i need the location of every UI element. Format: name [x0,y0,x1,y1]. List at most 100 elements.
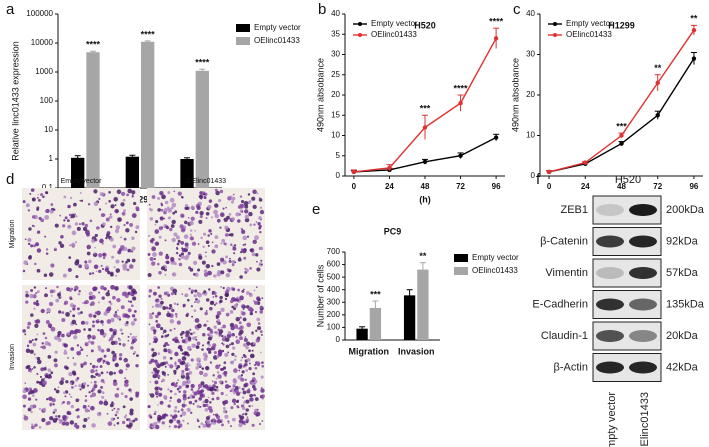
cell [93,384,98,389]
y-tick-label: 10 [44,125,53,134]
cell [243,201,249,206]
cell [203,195,207,200]
cell [168,350,171,354]
cell [176,398,182,404]
cell [184,204,189,208]
cell [68,393,71,396]
cell [36,208,40,211]
cell [215,377,218,380]
cell [208,343,211,347]
cell [170,206,174,210]
cell [252,385,256,389]
cell [248,349,251,353]
cell [71,319,77,325]
x-tick-label: 96 [492,182,501,191]
cell [93,380,97,384]
cell [169,329,172,332]
cell [87,203,91,206]
cell [251,196,256,201]
cell [170,292,174,296]
cell [111,350,115,355]
y-axis-label: Number of cells [315,264,325,327]
point [691,56,697,61]
cell [186,407,191,412]
cell [203,269,208,273]
cell [68,213,72,217]
cell [72,357,75,359]
cell [149,381,152,383]
cell [115,410,119,414]
cell [196,418,199,421]
cell [178,258,181,261]
cell [115,225,121,230]
cell [103,354,107,358]
cell [173,409,177,413]
cell [212,384,216,388]
cell [109,237,114,242]
cell [126,418,129,421]
cell [114,229,120,234]
cell [83,417,88,422]
cell [195,338,198,341]
cell [85,395,87,398]
cell [228,385,232,388]
cell [160,202,163,205]
y-tick-label: 40 [526,9,535,18]
cell [180,348,183,352]
cell [109,328,113,332]
cell [108,191,111,194]
cell [112,359,115,362]
cell [108,371,114,376]
cell [32,197,35,200]
cell [135,364,139,368]
cell [180,336,183,339]
cell [106,319,112,324]
y-axis-label: 490nm absobance [315,58,325,132]
cell [63,195,67,199]
cell [240,359,242,362]
cell [258,197,261,199]
cell [157,352,161,356]
cell [116,421,120,425]
series-line [353,136,497,173]
cell [170,414,173,417]
cell [82,404,87,409]
cell [220,270,225,275]
cell [92,320,95,324]
cell [59,380,64,385]
point [655,80,660,86]
cell [158,251,163,256]
significance: **** [195,58,210,68]
cell [72,307,76,311]
cell [207,341,210,344]
cell [165,255,170,260]
cell [207,333,210,337]
cell [259,310,264,314]
cell [249,267,252,270]
cell [240,377,245,382]
cell [171,308,175,313]
cell [179,414,183,418]
cell [77,292,81,296]
cell [222,343,225,346]
cell [166,334,169,337]
cell [231,305,235,309]
cell [164,200,169,205]
cell [215,413,219,417]
cell [228,259,232,263]
cell [169,318,175,324]
cell [149,217,154,221]
band [629,204,657,216]
cell [96,310,101,316]
cell [227,420,230,423]
cell [197,387,200,390]
cell [208,199,213,203]
cell [126,268,130,272]
cell [108,339,111,342]
cell [209,386,215,392]
cell [205,263,211,269]
cell [82,424,86,429]
cell [76,344,80,347]
cell [177,358,182,363]
cell [24,333,27,336]
